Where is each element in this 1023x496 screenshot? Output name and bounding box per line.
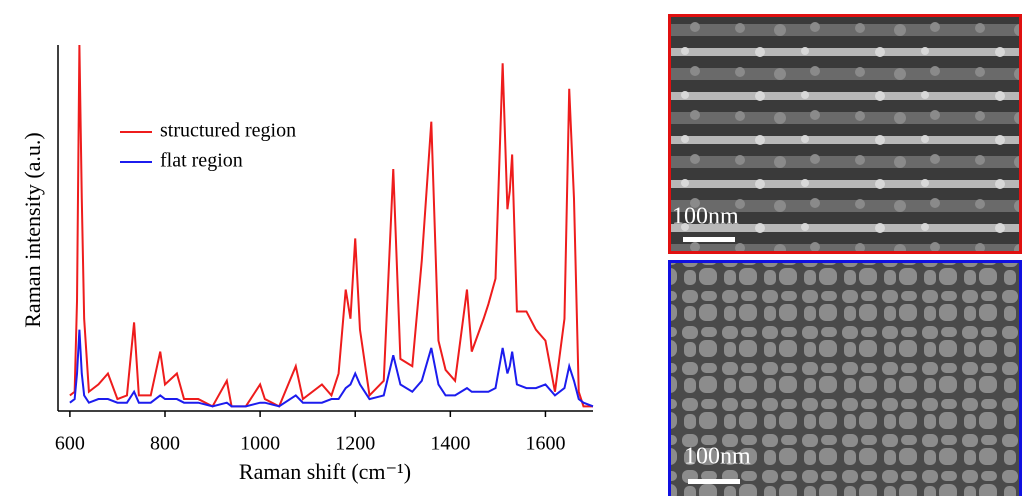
scale-bar-label: 100nm <box>684 444 751 470</box>
data-line <box>69 329 594 408</box>
x-tick-label: 600 <box>55 433 85 455</box>
legend-label: structured region <box>160 120 296 142</box>
legend-label: flat region <box>160 150 243 172</box>
x-tick-label: 800 <box>150 433 180 455</box>
x-tick-label: 1000 <box>240 433 280 455</box>
x-tick-label: 1200 <box>335 433 375 455</box>
scale-bar-label: 100nm <box>672 204 739 230</box>
chart: Raman intensity (a.u.) Raman shift (cm⁻¹… <box>20 44 594 484</box>
x-axis-label: Raman shift (cm⁻¹) <box>239 459 411 484</box>
scale-bar <box>688 479 740 484</box>
sem-panel-flat: 100nm <box>668 260 1022 496</box>
sem-image <box>668 260 1022 496</box>
scale-bar <box>683 237 735 242</box>
sem-panel-structured: 100nm <box>668 14 1022 254</box>
x-tick-label: 1600 <box>525 433 565 455</box>
data-line <box>69 44 593 408</box>
y-axis-label: Raman intensity (a.u.) <box>20 132 45 328</box>
sem-image <box>668 14 1022 254</box>
x-tick-label: 1400 <box>430 433 470 455</box>
